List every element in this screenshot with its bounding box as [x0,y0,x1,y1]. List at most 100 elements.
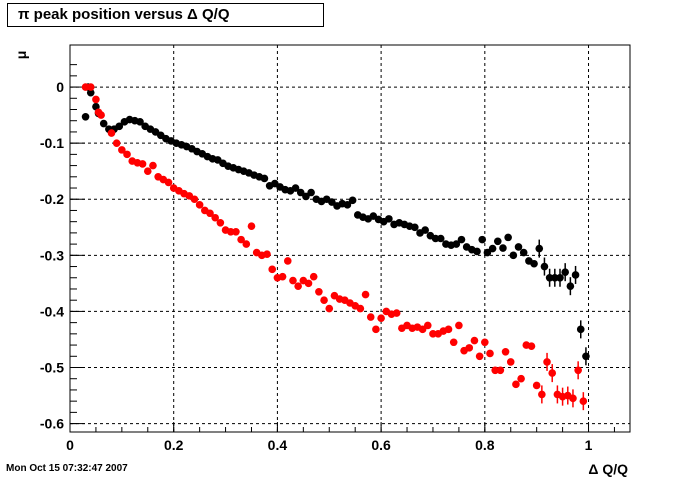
data-point-red [574,366,582,375]
data-point-red [86,83,95,91]
data-point-red [481,338,489,347]
data-point-red [112,139,121,147]
data-point-red [444,325,453,334]
data-point-red [538,390,546,399]
data-point-black [115,122,124,131]
data-point-red [289,276,297,285]
y-tick-label: 0 [56,79,64,95]
data-point-red [569,394,577,403]
data-point-red [527,342,536,350]
data-point-red [195,201,204,209]
data-point-red [268,265,277,274]
data-point-black [509,251,518,260]
data-point-red [138,160,147,168]
data-point-black [493,237,502,246]
timestamp: Mon Oct 15 07:32:47 2007 [6,463,128,474]
data-point-red [325,304,334,313]
y-tick-label: -0.5 [40,360,64,376]
data-point-black [86,88,95,97]
data-point-red [392,309,401,317]
data-point-red [206,209,214,218]
data-point-black [99,119,108,128]
data-point-red [470,336,479,345]
data-point-red [237,235,245,244]
data-point-red [278,272,287,281]
data-point-black [411,223,419,232]
data-point-black [81,112,90,121]
y-tick-label: -0.1 [40,135,64,151]
data-point-red [501,347,510,356]
data-point-red [449,338,458,347]
data-point-black [260,174,269,183]
data-point-red [92,95,100,104]
data-point-red [164,178,173,187]
data-point-red [532,381,541,390]
data-point-red [486,349,494,358]
data-point-red [247,222,256,230]
data-point-red [475,352,484,361]
data-point-black [343,201,352,209]
data-point-red [517,374,525,383]
data-point-red [190,195,199,204]
data-point-red [149,161,157,170]
data-point-red [356,304,365,313]
data-point-red [512,380,520,389]
data-point-black [566,282,575,290]
data-point-red [315,287,323,296]
data-point-red [107,129,116,137]
data-point-red [309,272,318,281]
data-point-black [483,248,492,257]
data-point-red [118,146,126,154]
data-point-red [211,213,219,222]
data-point-red [242,240,251,248]
data-point-black [556,273,564,282]
axis-ticks [69,64,615,432]
data-point-red [361,290,370,299]
data-point-black [328,198,336,206]
x-axis-label: Δ Q/Q [588,461,628,477]
data-point-red [506,358,515,366]
data-point-black [530,259,538,268]
data-point-red [423,321,432,330]
data-point-black [436,234,445,243]
data-point-black [576,325,585,334]
tick-labels: 0 0.2 0.4 0.6 0.8 1 0 -0.1 -0.2 -0.3 -0.4 -0.5 -0.6 [40,79,593,453]
data-point-black [291,184,300,192]
chart-title: π peak position versus Δ Q/Q [7,3,324,27]
data-point-red [543,358,551,366]
data-point-black [136,118,144,126]
data-point-black [582,352,590,361]
data-point-black [561,268,569,276]
data-points [81,83,590,411]
data-point-black [457,235,466,244]
data-point-black [571,271,580,279]
x-tick-label: 0 [66,437,74,453]
data-point-red [283,257,292,265]
x-tick-label: 1 [585,437,593,453]
data-point-red [377,314,385,322]
data-point-black [473,247,481,256]
data-point-red [496,366,505,375]
data-point-red [304,279,313,288]
data-point-black [535,244,544,253]
data-point-red [97,111,105,119]
y-tick-label: -0.2 [40,191,64,207]
x-tick-label: 0.4 [268,437,288,453]
data-point-black [385,215,393,223]
data-point-red [366,313,375,321]
data-point-black [452,240,461,248]
y-tick-label: -0.3 [40,247,64,263]
data-point-black [540,262,549,271]
data-point-red [320,296,328,304]
data-point-red [232,227,240,236]
x-tick-label: 0.6 [371,437,391,453]
data-point-black [499,244,507,252]
data-point-black [519,248,528,257]
data-point-red [294,282,302,290]
data-point-red [579,397,588,405]
data-point-red [143,167,152,175]
data-point-red [418,325,427,334]
data-point-black [302,192,310,201]
data-point-red [548,369,557,377]
